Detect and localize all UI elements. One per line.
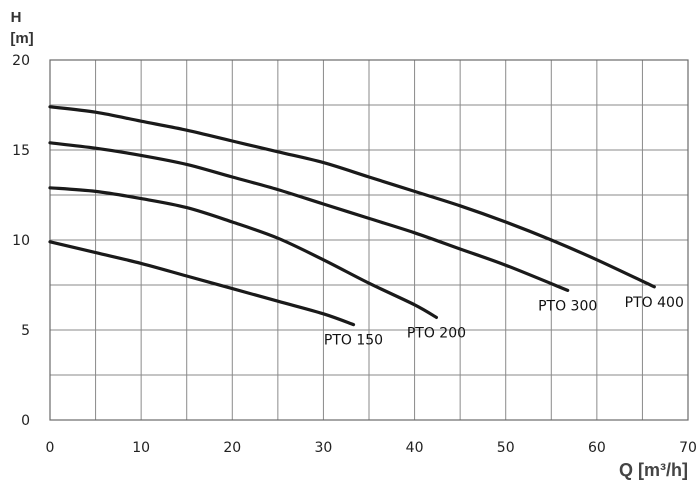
x-tick-label: 20: [223, 440, 241, 456]
y-tick-label: 15: [12, 143, 30, 159]
x-tick-label: 30: [315, 440, 333, 456]
series-line-pto-300: [48, 141, 570, 292]
series-label-pto-300: PTO 300: [538, 298, 597, 314]
series-line-pto-400: [48, 105, 656, 289]
y-axis-ticks: 0 5 10 15 20: [12, 53, 30, 429]
x-axis-label: Q [m³/h]: [619, 460, 688, 480]
y-tick-label: 0: [21, 413, 30, 429]
y-axis-label-unit: [m]: [10, 30, 33, 47]
y-axis-label-symbol: H: [11, 9, 22, 26]
x-tick-label: 40: [406, 440, 424, 456]
x-tick-label: 10: [132, 440, 150, 456]
x-tick-label: 0: [46, 440, 55, 456]
series-line-pto-150: [48, 240, 356, 327]
y-tick-label: 10: [12, 233, 30, 249]
x-axis-ticks: 0 10 20 30 40 50 60 70: [46, 440, 697, 456]
series-label-pto-200: PTO 200: [407, 325, 466, 341]
series-lines: [48, 105, 656, 327]
x-tick-label: 70: [679, 440, 697, 456]
x-tick-label: 60: [588, 440, 606, 456]
plot-frame: [49, 59, 689, 421]
series-labels: PTO 150 PTO 200 PTO 300 PTO 400: [324, 295, 684, 349]
y-tick-label: 20: [12, 53, 30, 69]
series-line-pto-200: [48, 186, 438, 319]
y-tick-label: 5: [21, 323, 30, 339]
grid: [50, 60, 688, 420]
series-label-pto-150: PTO 150: [324, 333, 383, 349]
x-tick-label: 50: [497, 440, 515, 456]
series-label-pto-400: PTO 400: [625, 295, 684, 311]
